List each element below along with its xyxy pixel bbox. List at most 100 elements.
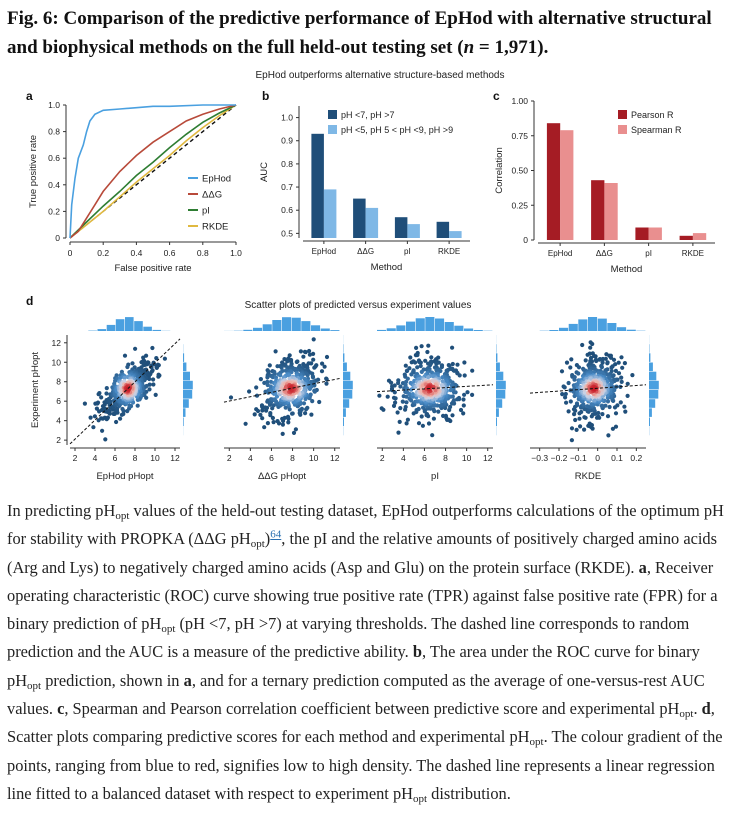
marginal-hist-x-bar [578,319,588,331]
marginal-hist-y-bar [343,371,351,381]
bar [635,227,649,240]
scatter-point [320,361,325,366]
roc-line-3 [69,104,237,239]
scatter-point [393,396,398,401]
scatter-point [405,417,410,422]
marginal-hist-y-bar [343,353,345,362]
bar [679,235,693,240]
bar [436,221,450,238]
scatter-point [95,400,101,405]
scatter-point [268,384,273,389]
marginal-hist-y-bar [649,371,657,381]
reference-link[interactable]: 64 [270,528,282,541]
scatter-point [428,362,433,368]
scatter-point [451,398,457,403]
scatter-point [572,386,577,391]
x-tick-label: EpHod [548,249,572,258]
scatter-point [610,426,616,431]
marginal-hist-y-bar [183,380,193,390]
scatter-point [311,357,316,362]
scatter-point [267,363,272,368]
scatter-point [254,393,260,398]
scatter-point [596,370,601,375]
scatter-point [455,397,460,402]
scatter-point [582,415,587,420]
scatter-point [574,401,580,406]
scatter-point [252,412,257,417]
x-tick-label: −0.2 [551,453,568,463]
marginal-hist-y-bar [496,371,504,381]
scatter-point [396,430,401,435]
scatter-point [448,388,453,393]
scatter-point [294,359,299,365]
scatter-point [298,349,303,354]
y-tick-label: 0.6 [48,153,60,163]
bar [546,123,561,240]
scatter-point [130,361,135,366]
legend-swatch [618,125,627,134]
marginal-hist-x-bar [311,325,321,331]
scatter-point [441,413,446,418]
caption-text: (pH <7, pH >7) at varying thresholds. Th… [7,614,690,662]
marginal-hist-x-bar [301,321,311,331]
scatter-point [416,406,421,412]
marginal-hist-x-bar [253,327,263,331]
scatter-point [415,365,420,370]
scatter-point [423,358,428,363]
scatter-point [381,407,386,412]
scatter-point [603,403,608,408]
bar [394,217,408,238]
scatter-point [439,383,444,388]
scatter-point [398,406,403,411]
scatter-point [108,399,113,404]
scatter-point [392,390,397,395]
scatter-point [418,360,423,365]
legend-label: ΔΔG [202,190,222,201]
scatter-point [470,368,475,373]
y-tick-label: 0.8 [48,127,60,137]
marginal-hist-x-bar [406,321,416,331]
scatter-point [450,345,455,350]
scatter-panel-3: −0.3 −0.2 −0.1 0 0.1 0.2 RKDE [529,317,659,482]
scatter-point [605,399,611,404]
scatter-point [377,393,382,398]
x-tick-label: 0.1 [611,453,623,463]
scatter-point [431,374,436,379]
scatter-point [120,406,125,412]
scatter-point [559,369,565,374]
bar [311,133,324,238]
bar [365,207,379,238]
scatter-point [430,433,435,438]
scatter-point [450,413,455,418]
caption-bold: d [701,699,711,719]
marginal-hist-y-bar [649,380,659,390]
scatter-point [324,376,329,381]
x-tick-label: 10 [462,453,472,463]
x-axis-label: pI [431,471,439,482]
caption-text: , and for a ternary prediction computed … [7,670,705,719]
scatter-point [574,427,579,432]
marginal-hist-x-bar [282,317,292,331]
figure-title-n: n [463,37,475,58]
marginal-hist-x-bar [320,328,330,331]
x-tick-label: −0.3 [531,453,548,463]
marginal-hist-y-bar [183,408,186,417]
scatter-point [310,399,315,404]
scatter-point [577,416,582,421]
scatter-point [607,404,612,410]
scatter-point [613,424,619,429]
marginal-hist-x-bar [272,320,282,331]
bar [604,183,618,240]
scatter-point [139,360,144,365]
x-tick-label: EpHod [312,247,336,256]
scatter-point [461,397,466,402]
scatter-point [125,364,130,370]
scatter-point [593,354,598,359]
scatter-point [286,420,291,425]
marginal-hist-y-bar [496,353,498,362]
scatter-plots: 2 4 6 8 10 12 EpHod pHopt 2 4 6 8 10 12 Experiment pH… [30,317,659,482]
scatter-point [105,415,110,420]
scatter-point [404,386,409,391]
panel-label-d: d [26,294,33,308]
scatter-point [135,403,140,408]
